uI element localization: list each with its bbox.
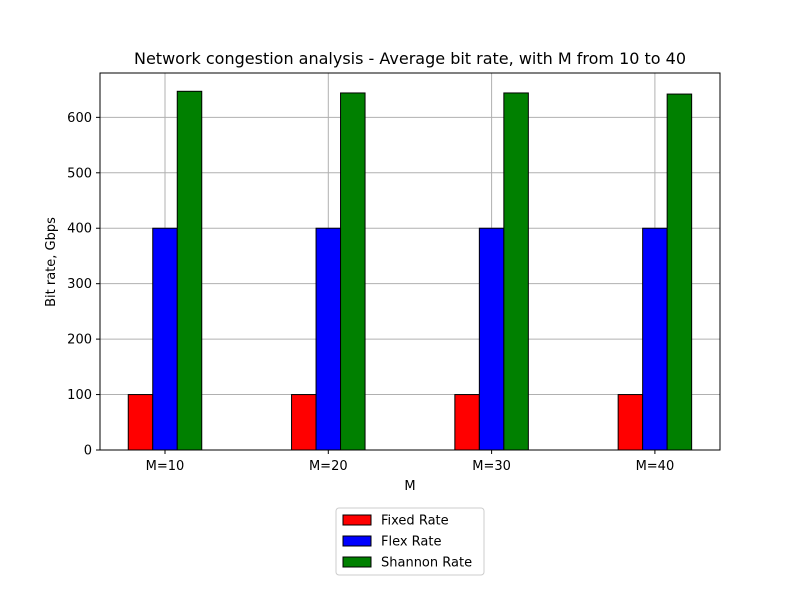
bar-shannon-rate [503,92,529,451]
bar-flex-rate [478,227,505,451]
legend-label: Flex Rate [381,535,442,550]
y-axis: 0 100 200 300 400 500 600 [67,111,100,459]
bar-shannon-rate [340,92,366,451]
legend-swatch [342,514,372,526]
x-tick-label: M=40 [636,459,675,474]
legend: Fixed Rate Flex Rate Shannon Rate [335,507,485,576]
y-tick-label: 300 [67,277,92,292]
chart-title: Network congestion analysis - Average bi… [134,49,686,68]
bar-fixed-rate [454,394,480,451]
x-axis: M=10 M=20 M=30 M=40 [146,450,675,474]
y-tick-label: 100 [67,388,92,403]
y-axis-label: Bit rate, Gbps [44,217,59,307]
legend-label: Shannon Rate [381,556,472,571]
legend-box [335,507,485,576]
y-tick-label: 400 [67,222,92,237]
bar-flex-rate [152,227,178,451]
y-tick-label: 200 [67,333,92,348]
y-tick-label: 600 [67,111,92,126]
bar-fixed-rate [617,394,644,451]
legend-swatch [342,535,372,547]
y-tick-label: 0 [84,444,92,459]
bars [127,90,693,451]
x-tick-label: M=20 [309,459,348,474]
y-tick-label: 500 [67,166,92,181]
bar-shannon-rate [666,93,693,451]
legend-swatch [342,556,372,568]
plot-area-frame [99,72,721,451]
x-axis-label: M [404,479,415,494]
bar-shannon-rate [176,90,203,451]
legend-label: Fixed Rate [381,514,449,529]
x-tick-label: M=30 [472,459,511,474]
bar-flex-rate [315,227,342,451]
bar-fixed-rate [127,394,154,451]
bar-fixed-rate [291,394,317,451]
bar-flex-rate [642,227,668,451]
x-tick-label: M=10 [146,459,185,474]
